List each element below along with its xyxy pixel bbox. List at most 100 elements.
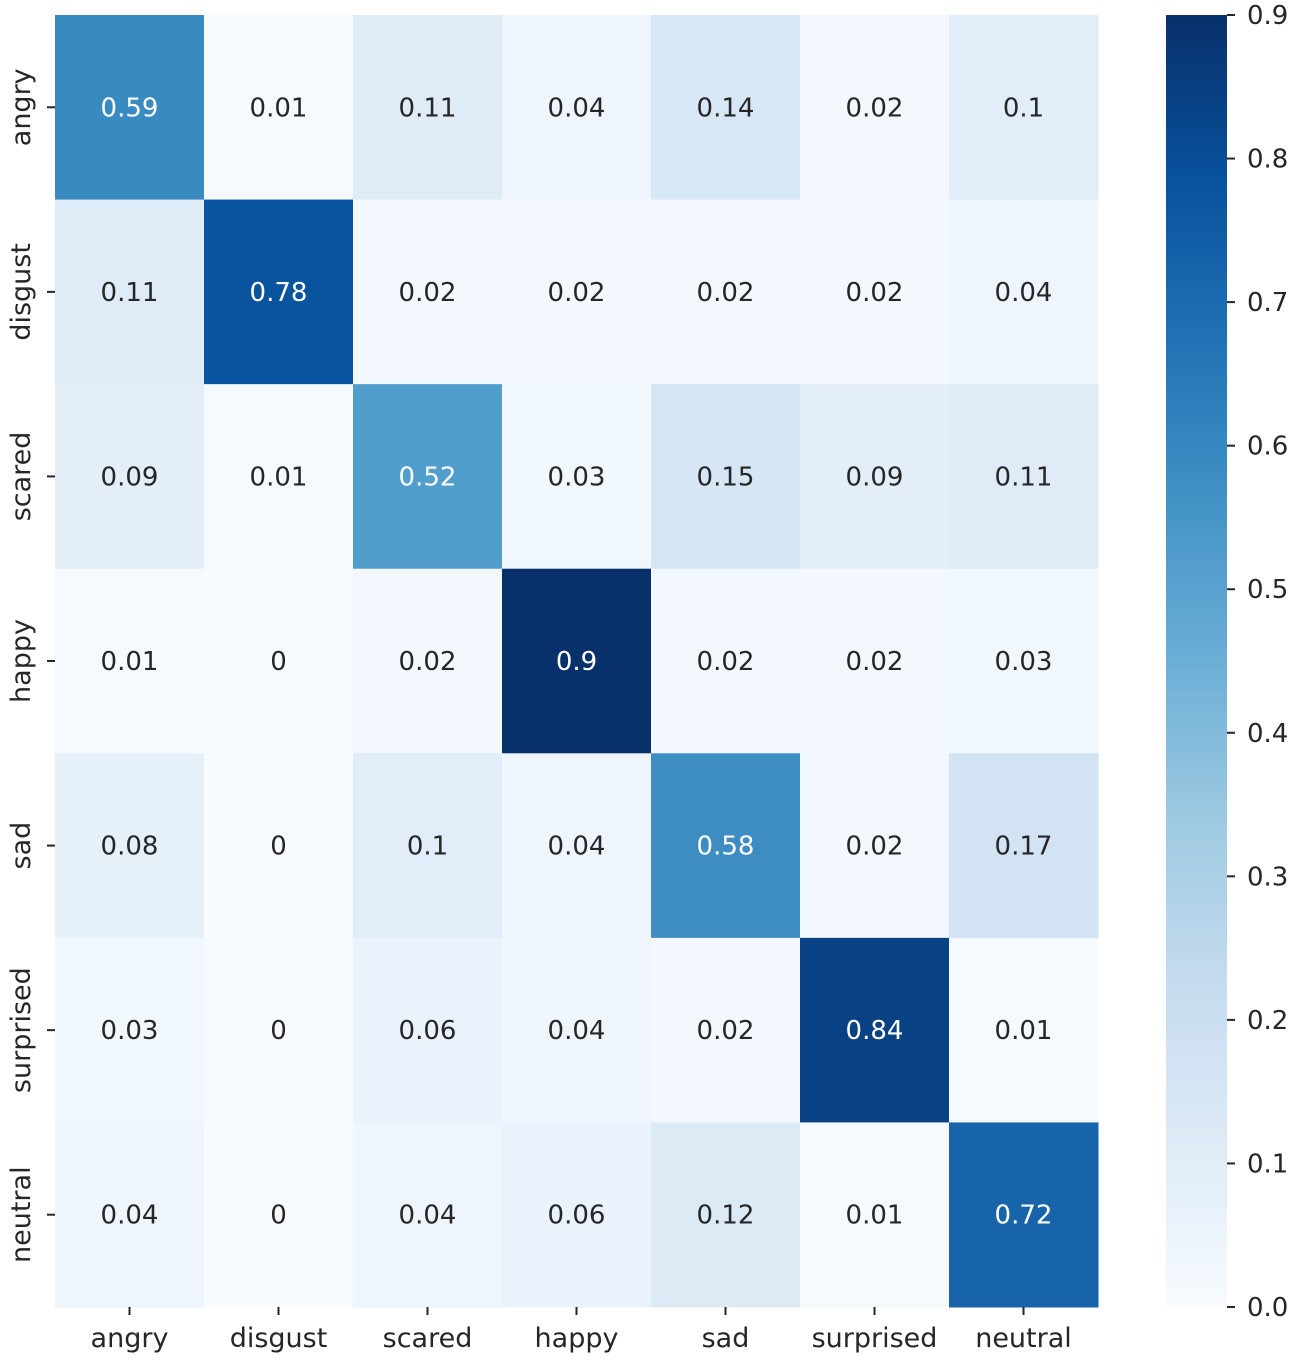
heatmap-cell-scared-happy bbox=[502, 384, 652, 570]
x-tick-label-surprised: surprised bbox=[812, 1323, 938, 1354]
cell-value-label: 0.04 bbox=[548, 93, 606, 123]
cell-value-label: 0.02 bbox=[846, 832, 904, 862]
colorbar-tick-label: 0.3 bbox=[1247, 862, 1288, 892]
heatmap-cell-angry-sad bbox=[651, 15, 801, 201]
heatmap-cell-angry-angry bbox=[55, 15, 205, 201]
heatmap-cell-neutral-disgust bbox=[204, 1122, 354, 1308]
heatmap-cell-neutral-surprised bbox=[800, 1122, 950, 1308]
cell-value-label: 0.02 bbox=[846, 647, 904, 677]
cell-value-label: 0.1 bbox=[1003, 93, 1044, 123]
heatmap-cell-disgust-happy bbox=[502, 199, 652, 385]
cell-value-label: 0.03 bbox=[101, 1016, 159, 1046]
cell-value-label: 0.02 bbox=[548, 278, 606, 308]
cell-value-label: 0.14 bbox=[697, 93, 755, 123]
colorbar-tick-label: 0.4 bbox=[1247, 719, 1288, 749]
cell-value-label: 0.08 bbox=[101, 832, 159, 862]
heatmap-cell-sad-happy bbox=[502, 753, 652, 939]
heatmap-cell-scared-angry bbox=[55, 384, 205, 570]
y-tick-label-sad: sad bbox=[6, 822, 37, 870]
colorbar-tick-label: 0.6 bbox=[1247, 432, 1288, 462]
heatmap-cell-scared-sad bbox=[651, 384, 801, 570]
cell-value-label: 0.59 bbox=[101, 93, 159, 123]
y-axis: angry disgust scared happy sad surprised neutr… bbox=[6, 68, 55, 1263]
heatmap-cell-surprised-disgust bbox=[204, 937, 354, 1123]
colorbar-tick-label: 0.1 bbox=[1247, 1149, 1288, 1179]
cell-value-label: 0.52 bbox=[399, 462, 457, 492]
cell-value-label: 0.58 bbox=[697, 832, 755, 862]
cell-value-label: 0 bbox=[270, 647, 287, 677]
heatmap-cell-sad-scared bbox=[353, 753, 503, 939]
cell-value-label: 0.01 bbox=[995, 1016, 1053, 1046]
cell-value-label: 0.04 bbox=[548, 1016, 606, 1046]
y-tick-label-surprised: surprised bbox=[6, 967, 37, 1093]
heatmap-cell-neutral-happy bbox=[502, 1122, 652, 1308]
heatmap-cell-happy-angry bbox=[55, 568, 205, 754]
cell-value-label: 0.11 bbox=[101, 278, 159, 308]
heatmap-cell-neutral-scared bbox=[353, 1122, 503, 1308]
heatmap-cell-surprised-angry bbox=[55, 937, 205, 1123]
x-tick-label-happy: happy bbox=[535, 1323, 619, 1354]
cell-value-label: 0.84 bbox=[846, 1016, 904, 1046]
cell-value-label: 0.12 bbox=[697, 1201, 755, 1231]
y-tick-label-disgust: disgust bbox=[6, 243, 37, 341]
heatmap-cell-disgust-angry bbox=[55, 199, 205, 385]
heatmap-cell-angry-neutral bbox=[949, 15, 1099, 201]
colorbar-tick-label: 0.7 bbox=[1247, 288, 1288, 318]
colorbar-ticks: 0.0 0.1 0.2 0.3 0.4 0.5 0.6 0.7 0.8 0.9 bbox=[1227, 1, 1288, 1323]
heatmap-cell-angry-scared bbox=[353, 15, 503, 201]
y-tick-label-happy: happy bbox=[6, 619, 37, 703]
cell-value-label: 0.02 bbox=[846, 93, 904, 123]
heatmap-cell-scared-disgust bbox=[204, 384, 354, 570]
cell-value-label: 0.01 bbox=[250, 462, 308, 492]
heatmap-cell-disgust-surprised bbox=[800, 199, 950, 385]
x-tick-label-scared: scared bbox=[383, 1323, 473, 1354]
cell-value-label: 0.01 bbox=[846, 1201, 904, 1231]
cell-value-label: 0.11 bbox=[995, 462, 1053, 492]
cell-value-label: 0.02 bbox=[697, 647, 755, 677]
cell-value-label: 0.03 bbox=[548, 462, 606, 492]
cell-value-label: 0.02 bbox=[697, 1016, 755, 1046]
cell-value-label: 0.02 bbox=[697, 278, 755, 308]
heatmap-cell-sad-disgust bbox=[204, 753, 354, 939]
heatmap-cell-scared-surprised bbox=[800, 384, 950, 570]
colorbar-tick-label: 0.5 bbox=[1247, 575, 1288, 605]
cell-value-label: 0.04 bbox=[995, 278, 1053, 308]
cell-value-label: 0.04 bbox=[548, 832, 606, 862]
cell-value-label: 0.15 bbox=[697, 462, 755, 492]
heatmap-cell-surprised-scared bbox=[353, 937, 503, 1123]
heatmap-cells: 0.59 0.01 0.11 0.04 0.14 0.02 0.1 0.11 0.78 0.02 0… bbox=[55, 15, 1099, 1308]
heatmap-cell-sad-angry bbox=[55, 753, 205, 939]
heatmap-cell-angry-disgust bbox=[204, 15, 354, 201]
cell-value-label: 0.1 bbox=[407, 832, 448, 862]
heatmap-cell-disgust-scared bbox=[353, 199, 503, 385]
y-tick-label-angry: angry bbox=[6, 68, 37, 146]
cell-value-label: 0.9 bbox=[556, 647, 597, 677]
heatmap-cell-disgust-neutral bbox=[949, 199, 1099, 385]
cell-value-label: 0.03 bbox=[995, 647, 1053, 677]
colorbar-tick-label: 0.2 bbox=[1247, 1006, 1288, 1036]
cell-value-label: 0 bbox=[270, 1016, 287, 1046]
x-tick-label-neutral: neutral bbox=[975, 1323, 1072, 1354]
heatmap-cell-surprised-happy bbox=[502, 937, 652, 1123]
cell-value-label: 0 bbox=[270, 832, 287, 862]
x-axis: angry disgust scared happy sad surprised neutr… bbox=[91, 1307, 1072, 1354]
y-tick-label-neutral: neutral bbox=[6, 1166, 37, 1263]
colorbar: 0.0 0.1 0.2 0.3 0.4 0.5 0.6 0.7 0.8 0.9 bbox=[1166, 1, 1288, 1323]
cell-value-label: 0.06 bbox=[399, 1016, 457, 1046]
colorbar-tick-label: 0.0 bbox=[1247, 1293, 1288, 1323]
heatmap-cell-scared-scared bbox=[353, 384, 503, 570]
heatmap-cell-angry-surprised bbox=[800, 15, 950, 201]
cell-value-label: 0 bbox=[270, 1201, 287, 1231]
colorbar-tick-label: 0.8 bbox=[1247, 145, 1288, 175]
cell-value-label: 0.04 bbox=[101, 1201, 159, 1231]
cell-value-label: 0.04 bbox=[399, 1201, 457, 1231]
heatmap-cell-surprised-surprised bbox=[800, 937, 950, 1123]
cell-value-label: 0.72 bbox=[995, 1201, 1053, 1231]
heatmap-cell-neutral-neutral bbox=[949, 1122, 1099, 1308]
cell-value-label: 0.09 bbox=[101, 462, 159, 492]
cell-value-label: 0.06 bbox=[548, 1201, 606, 1231]
x-tick-label-sad: sad bbox=[702, 1323, 750, 1354]
heatmap-cell-neutral-angry bbox=[55, 1122, 205, 1308]
cell-value-label: 0.02 bbox=[399, 278, 457, 308]
